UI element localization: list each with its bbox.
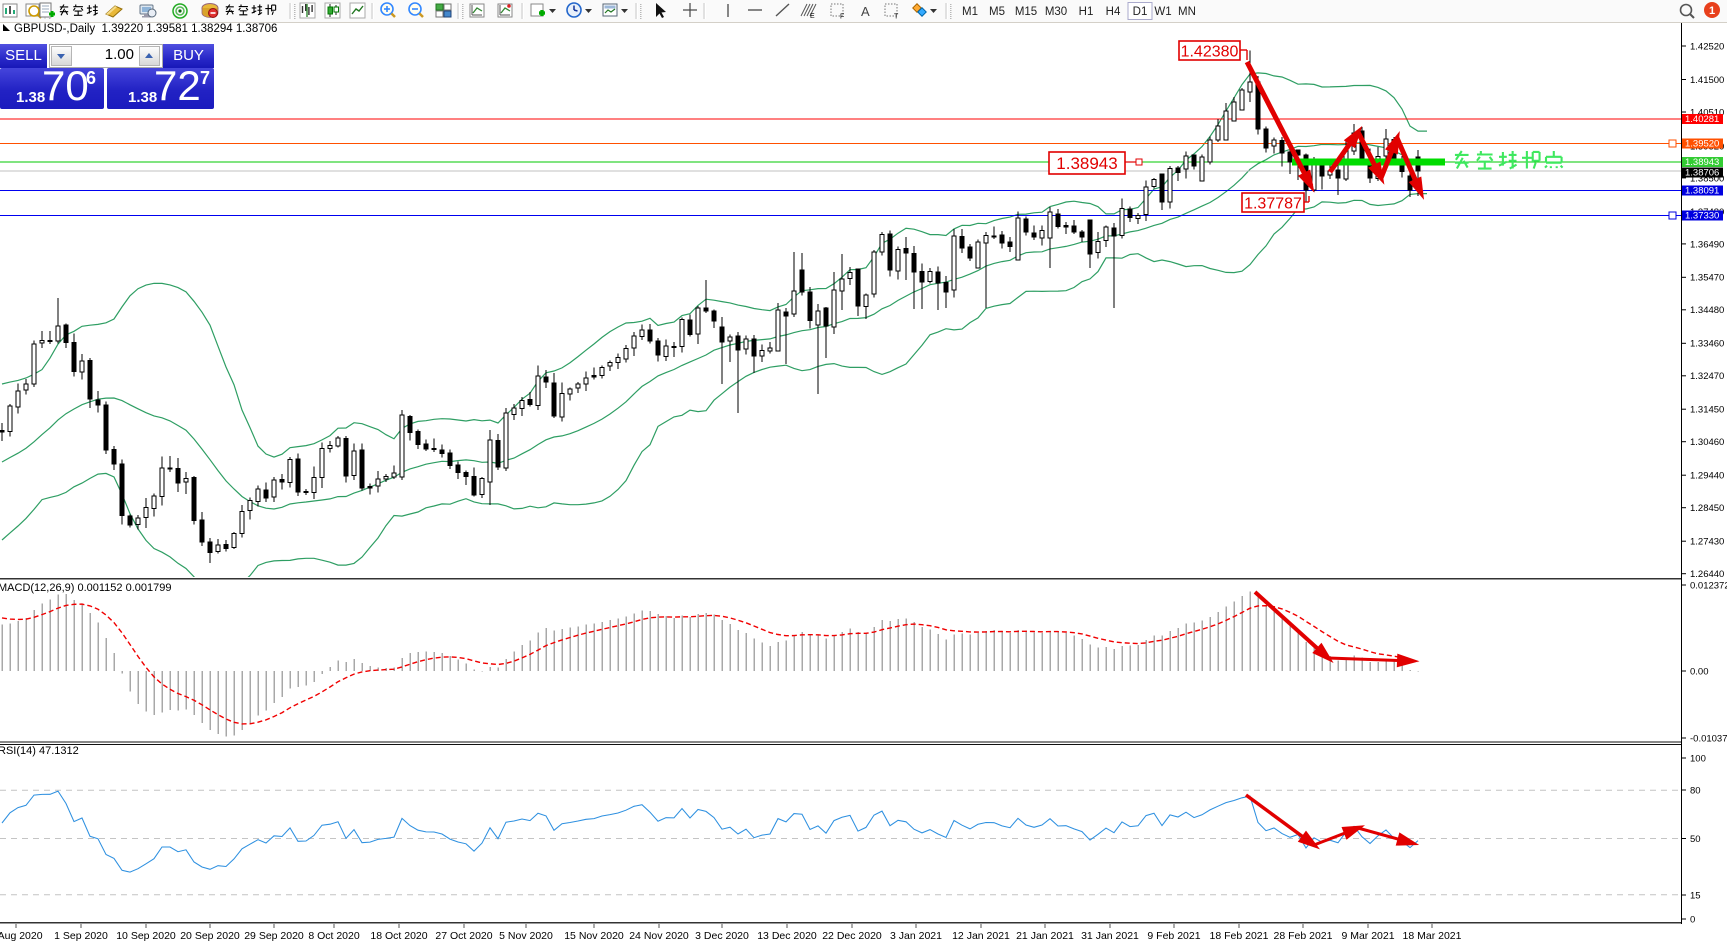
svg-text:1.26440: 1.26440 xyxy=(1690,569,1724,580)
svg-text:1.37330: 1.37330 xyxy=(1685,211,1719,222)
svg-text:5 Nov 2020: 5 Nov 2020 xyxy=(499,930,553,942)
svg-text:15 Nov 2020: 15 Nov 2020 xyxy=(564,930,624,942)
svg-text:1.34480: 1.34480 xyxy=(1690,305,1724,316)
svg-text:RSI(14) 47.1312: RSI(14) 47.1312 xyxy=(0,745,79,757)
svg-text:1.38091: 1.38091 xyxy=(1685,186,1719,197)
svg-text:1.38943: 1.38943 xyxy=(1056,154,1117,173)
svg-text:H1: H1 xyxy=(1079,6,1094,18)
svg-text:1.38500: 1.38500 xyxy=(1690,173,1724,184)
svg-text:T: T xyxy=(894,14,899,21)
svg-text:3 Aug 2020: 3 Aug 2020 xyxy=(0,930,43,942)
svg-text:12 Jan 2021: 12 Jan 2021 xyxy=(952,930,1010,942)
svg-text:24 Nov 2020: 24 Nov 2020 xyxy=(629,930,689,942)
svg-text:1.35470: 1.35470 xyxy=(1690,273,1724,284)
svg-text:-0.010374: -0.010374 xyxy=(1690,733,1727,744)
svg-text:10 Sep 2020: 10 Sep 2020 xyxy=(116,930,176,942)
svg-text:28 Feb 2021: 28 Feb 2021 xyxy=(1274,930,1333,942)
svg-text:E: E xyxy=(810,13,815,20)
svg-text:50: 50 xyxy=(1690,834,1701,845)
svg-text:1.27430: 1.27430 xyxy=(1690,537,1724,548)
svg-text:1.40281: 1.40281 xyxy=(1685,114,1719,125)
svg-text:1.28450: 1.28450 xyxy=(1690,503,1724,514)
svg-text:1.31450: 1.31450 xyxy=(1690,405,1724,416)
svg-text:21 Jan 2021: 21 Jan 2021 xyxy=(1016,930,1074,942)
svg-text:0.00: 0.00 xyxy=(1690,666,1709,677)
svg-text:MN: MN xyxy=(1178,6,1196,18)
svg-text:13 Dec 2020: 13 Dec 2020 xyxy=(757,930,817,942)
svg-text:22 Dec 2020: 22 Dec 2020 xyxy=(822,930,882,942)
svg-text:M1: M1 xyxy=(962,6,978,18)
svg-text:31 Jan 2021: 31 Jan 2021 xyxy=(1081,930,1139,942)
svg-text:1.42520: 1.42520 xyxy=(1690,41,1724,52)
svg-text:8 Oct 2020: 8 Oct 2020 xyxy=(308,930,360,942)
svg-text:1.33460: 1.33460 xyxy=(1690,339,1724,350)
svg-text:M15: M15 xyxy=(1015,6,1037,18)
svg-text:100: 100 xyxy=(1690,753,1706,764)
svg-text:80: 80 xyxy=(1690,785,1701,796)
svg-text:F: F xyxy=(840,14,844,21)
svg-text:18 Oct 2020: 18 Oct 2020 xyxy=(370,930,427,942)
svg-text:1.42380: 1.42380 xyxy=(1181,43,1239,60)
svg-text:0.012372: 0.012372 xyxy=(1690,580,1727,591)
svg-text:1.41500: 1.41500 xyxy=(1690,75,1724,86)
svg-text:A: A xyxy=(861,4,870,19)
svg-text:1.32470: 1.32470 xyxy=(1690,371,1724,382)
svg-text:18 Feb 2021: 18 Feb 2021 xyxy=(1210,930,1269,942)
svg-text:3 Dec 2020: 3 Dec 2020 xyxy=(695,930,749,942)
svg-text:18 Mar 2021: 18 Mar 2021 xyxy=(1403,930,1462,942)
svg-text:W1: W1 xyxy=(1154,6,1171,18)
svg-text:M30: M30 xyxy=(1045,6,1067,18)
svg-text:1.40510: 1.40510 xyxy=(1690,107,1724,118)
svg-text:1.29440: 1.29440 xyxy=(1690,471,1724,482)
svg-text:1.36490: 1.36490 xyxy=(1690,239,1724,250)
svg-text:D1: D1 xyxy=(1133,6,1148,18)
svg-text:1: 1 xyxy=(1709,5,1715,17)
svg-text:H4: H4 xyxy=(1106,6,1121,18)
svg-text:27 Oct 2020: 27 Oct 2020 xyxy=(435,930,492,942)
svg-text:9 Mar 2021: 9 Mar 2021 xyxy=(1341,930,1394,942)
svg-text:1.38706: 1.38706 xyxy=(1685,168,1719,179)
svg-text:GBPUSD-,Daily 1.39220 1.39581: GBPUSD-,Daily 1.39220 1.39581 1.38294 1.… xyxy=(14,23,277,35)
svg-text:1.39520: 1.39520 xyxy=(1685,139,1719,150)
svg-text:9 Feb 2021: 9 Feb 2021 xyxy=(1147,930,1200,942)
svg-text:M5: M5 xyxy=(989,6,1005,18)
svg-text:1 Sep 2020: 1 Sep 2020 xyxy=(54,930,108,942)
svg-text:1.37787: 1.37787 xyxy=(1244,195,1302,212)
svg-text:29 Sep 2020: 29 Sep 2020 xyxy=(244,930,304,942)
svg-text:0: 0 xyxy=(1690,914,1695,925)
svg-text:1.38943: 1.38943 xyxy=(1685,157,1719,168)
svg-text:20 Sep 2020: 20 Sep 2020 xyxy=(180,930,240,942)
svg-text:MACD(12,26,9) 0.001152 0.00179: MACD(12,26,9) 0.001152 0.001799 xyxy=(0,582,171,594)
svg-text:1.30460: 1.30460 xyxy=(1690,437,1724,448)
svg-text:15: 15 xyxy=(1690,890,1701,901)
svg-text:3 Jan 2021: 3 Jan 2021 xyxy=(890,930,942,942)
